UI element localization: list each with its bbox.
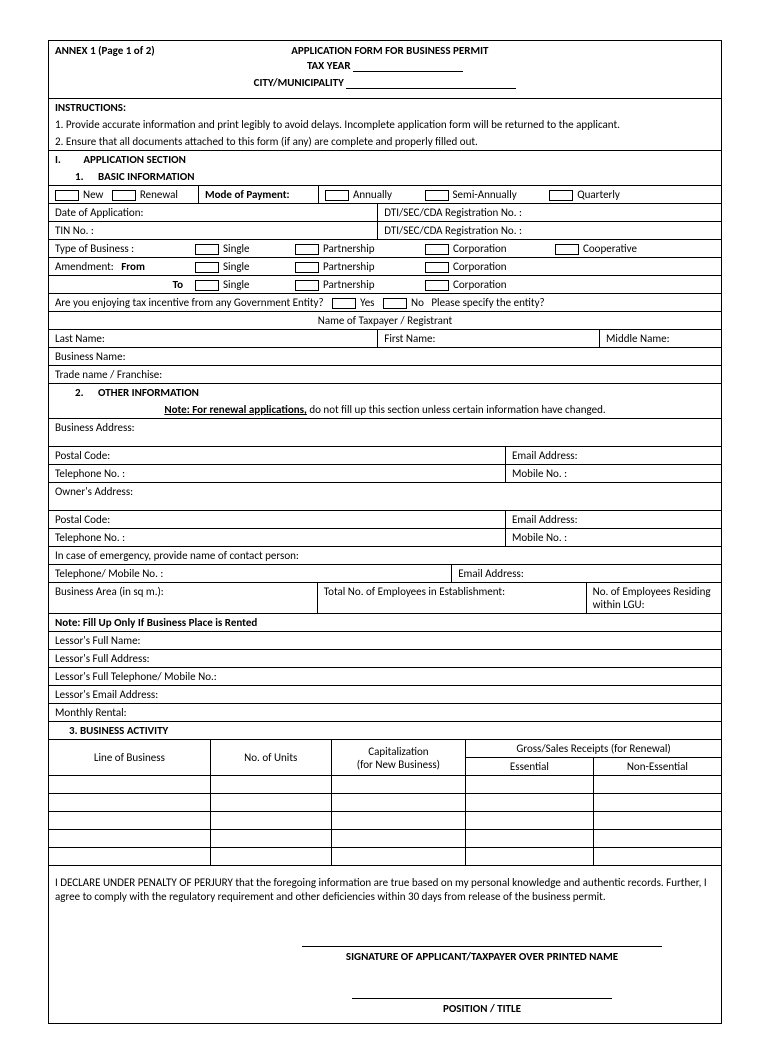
tin-label[interactable]: TIN No. : bbox=[49, 222, 378, 239]
dti2-label[interactable]: DTI/SEC/CDA Registration No. : bbox=[378, 222, 721, 239]
city-label: CITY/MUNICIPALITY bbox=[254, 76, 344, 89]
first-name[interactable]: First Name: bbox=[378, 330, 600, 347]
biz-area[interactable]: Business Area (in sq m.): bbox=[49, 583, 318, 613]
emergency[interactable]: In case of emergency, provide name of co… bbox=[49, 547, 721, 565]
lessor-email[interactable]: Lessor's Email Address: bbox=[49, 686, 721, 704]
rental[interactable]: Monthly Rental: bbox=[49, 704, 721, 722]
biz-row[interactable] bbox=[49, 830, 721, 848]
rented-note: Note: Fill Up Only If Business Place is … bbox=[49, 614, 721, 632]
business-activity-table: Line of Business No. of Units Capitaliza… bbox=[49, 740, 721, 865]
biz-row[interactable] bbox=[49, 794, 721, 812]
instruction-2: 2. Ensure that all documents attached to… bbox=[49, 133, 721, 151]
emp-lgu[interactable]: No. of Employees Residing within LGU: bbox=[587, 583, 721, 613]
email1[interactable]: Email Address: bbox=[506, 447, 721, 464]
th-gross: Gross/Sales Receipts (for Renewal) bbox=[466, 740, 721, 758]
th-nonessential: Non-Essential bbox=[593, 758, 721, 776]
single1-cb[interactable] bbox=[195, 244, 219, 255]
business-name[interactable]: Business Name: bbox=[49, 348, 721, 366]
tax-year-field[interactable] bbox=[353, 60, 463, 72]
yes-cb[interactable] bbox=[332, 298, 356, 309]
th-cap: Capitalization(for New Business) bbox=[331, 740, 465, 776]
semi-checkbox[interactable] bbox=[425, 190, 449, 201]
biz-row[interactable] bbox=[49, 812, 721, 830]
tel-mobile[interactable]: Telephone/ Mobile No. : bbox=[49, 565, 452, 582]
mobile1[interactable]: Mobile No. : bbox=[506, 465, 721, 482]
email2[interactable]: Email Address: bbox=[506, 511, 721, 528]
trade-name[interactable]: Trade name / Franchise: bbox=[49, 366, 721, 384]
tax-year-label: TAX YEAR bbox=[307, 59, 351, 72]
th-units: No. of Units bbox=[210, 740, 331, 776]
new-label: New bbox=[83, 188, 103, 201]
instruction-1: 1. Provide accurate information and prin… bbox=[55, 118, 715, 131]
sec2-title: OTHER INFORMATION bbox=[98, 386, 199, 399]
middle-name[interactable]: Middle Name: bbox=[600, 330, 721, 347]
city-field[interactable] bbox=[346, 77, 516, 89]
note-bold: Note: For renewal applications, bbox=[164, 403, 307, 416]
mobile2[interactable]: Mobile No. : bbox=[506, 529, 721, 546]
lessor-name[interactable]: Lessor's Full Name: bbox=[49, 632, 721, 650]
single3-cb[interactable] bbox=[195, 280, 219, 291]
declaration: I DECLARE UNDER PENALTY OF PERJURY that … bbox=[49, 866, 721, 909]
last-name[interactable]: Last Name: bbox=[49, 330, 378, 347]
to-label: To bbox=[173, 278, 183, 291]
position-label: POSITION / TITLE bbox=[443, 1002, 521, 1015]
corp1-cb[interactable] bbox=[425, 244, 449, 255]
form-title: APPLICATION FORM FOR BUSINESS PERMIT bbox=[65, 44, 715, 57]
date-app-label[interactable]: Date of Application: bbox=[49, 204, 378, 221]
sec2-num: 2. bbox=[55, 386, 84, 399]
no-cb[interactable] bbox=[383, 298, 407, 309]
mode-label: Mode of Payment: bbox=[199, 186, 319, 203]
new-checkbox[interactable] bbox=[55, 190, 79, 201]
taxpayer-heading: Name of Taxpayer / Registrant bbox=[49, 312, 721, 330]
total-emp[interactable]: Total No. of Employees in Establishment: bbox=[318, 583, 587, 613]
tax-inc-label: Are you enjoying tax incentive from any … bbox=[55, 296, 324, 309]
email3[interactable]: Email Address: bbox=[452, 565, 721, 582]
corp3-cb[interactable] bbox=[425, 280, 449, 291]
th-essential: Essential bbox=[466, 758, 594, 776]
specify-label: Please specify the entity? bbox=[431, 296, 544, 309]
signature-line[interactable] bbox=[302, 933, 662, 947]
single2-cb[interactable] bbox=[195, 262, 219, 273]
section-roman: I. bbox=[55, 153, 61, 166]
corp2-cb[interactable] bbox=[425, 262, 449, 273]
type-biz-label: Type of Business : bbox=[49, 240, 189, 257]
lessor-addr[interactable]: Lessor's Full Address: bbox=[49, 650, 721, 668]
tel1[interactable]: Telephone No. : bbox=[49, 465, 506, 482]
coop-cb[interactable] bbox=[555, 244, 579, 255]
header: ANNEX 1 (Page 1 of 2) APPLICATION FORM F… bbox=[49, 41, 721, 98]
dti1-label[interactable]: DTI/SEC/CDA Registration No. : bbox=[378, 204, 721, 221]
quarterly-checkbox[interactable] bbox=[549, 190, 573, 201]
semi-label: Semi-Annually bbox=[453, 188, 517, 201]
amend-label: Amendment: bbox=[55, 260, 114, 273]
form-container: ANNEX 1 (Page 1 of 2) APPLICATION FORM F… bbox=[48, 40, 722, 1024]
section-title: APPLICATION SECTION bbox=[63, 153, 185, 166]
quarterly-label: Quarterly bbox=[577, 188, 620, 201]
position-line[interactable] bbox=[352, 985, 612, 999]
biz-addr[interactable]: Business Address: bbox=[49, 419, 721, 447]
sig-label: SIGNATURE OF APPLICANT/TAXPAYER OVER PRI… bbox=[346, 950, 618, 963]
biz-row[interactable] bbox=[49, 848, 721, 866]
sub1-title: BASIC INFORMATION bbox=[98, 170, 194, 183]
part1-cb[interactable] bbox=[295, 244, 319, 255]
th-line: Line of Business bbox=[49, 740, 210, 776]
postal1[interactable]: Postal Code: bbox=[49, 447, 506, 464]
sec3-title: 3. BUSINESS ACTIVITY bbox=[49, 722, 721, 740]
sub1-num: 1. bbox=[55, 170, 84, 183]
lessor-tel[interactable]: Lessor's Full Telephone/ Mobile No.: bbox=[49, 668, 721, 686]
part2-cb[interactable] bbox=[295, 262, 319, 273]
mode-row: New Renewal Mode of Payment: Annually Se… bbox=[49, 186, 721, 204]
owner-addr[interactable]: Owner's Address: bbox=[49, 483, 721, 511]
biz-row[interactable] bbox=[49, 776, 721, 794]
postal2[interactable]: Postal Code: bbox=[49, 511, 506, 528]
note-rest: do not fill up this section unless certa… bbox=[307, 403, 606, 416]
annually-checkbox[interactable] bbox=[325, 190, 349, 201]
tel2[interactable]: Telephone No. : bbox=[49, 529, 506, 546]
renewal-checkbox[interactable] bbox=[112, 190, 136, 201]
annually-label: Annually bbox=[353, 188, 392, 201]
part3-cb[interactable] bbox=[295, 280, 319, 291]
instructions-heading: INSTRUCTIONS: bbox=[49, 99, 721, 116]
renewal-label: Renewal bbox=[140, 188, 178, 201]
